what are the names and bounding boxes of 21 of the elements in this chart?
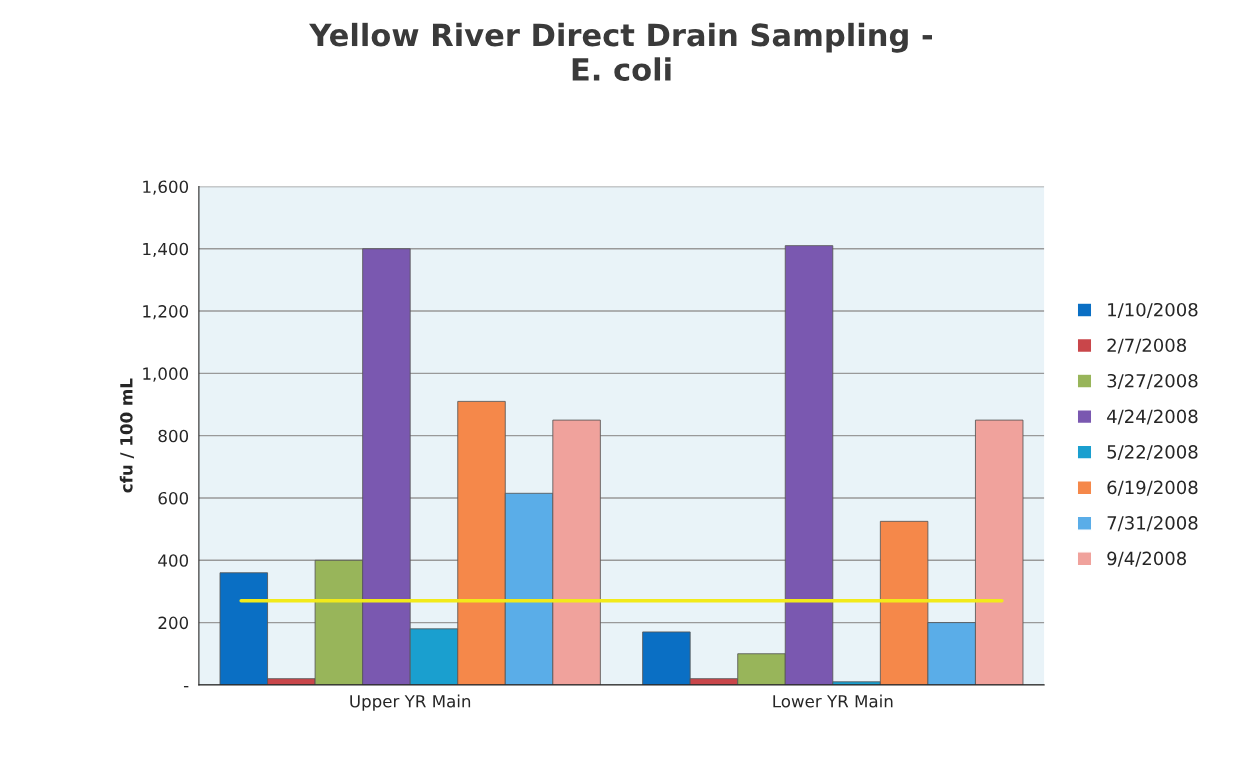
legend-label: 1/10/2008 xyxy=(1108,302,1198,318)
y-tick-label: 200 xyxy=(158,616,189,630)
y-axis-title: cfu / 100 mL xyxy=(119,378,134,493)
legend-label: 7/31/2008 xyxy=(1107,516,1198,532)
y-tick-label: 1,600 xyxy=(143,180,189,195)
x-tick-label: Lower YR Main xyxy=(773,694,893,708)
legend-label: 3/27/2008 xyxy=(1107,373,1198,390)
y-tick-label: 1,400 xyxy=(143,242,189,258)
legend-label: 2/7/2008 xyxy=(1107,338,1187,354)
chart-title: Yellow River Direct Drain Sampling - E. coli xyxy=(309,22,933,81)
legend-label: 6/19/2008 xyxy=(1107,480,1198,496)
y-tick-label: - xyxy=(183,686,189,688)
x-tick-label: Upper YR Main xyxy=(350,694,471,711)
y-tick-label: 600 xyxy=(158,491,189,505)
legend-label: 9/4/2008 xyxy=(1107,551,1187,567)
y-tick-label: 1,000 xyxy=(143,367,189,382)
y-tick-label: 800 xyxy=(158,429,189,443)
y-tick-label: 1,200 xyxy=(143,305,189,320)
legend-label: 4/24/2008 xyxy=(1107,409,1198,425)
y-tick-label: 400 xyxy=(158,554,189,567)
legend-label: 5/22/2008 xyxy=(1107,445,1198,461)
